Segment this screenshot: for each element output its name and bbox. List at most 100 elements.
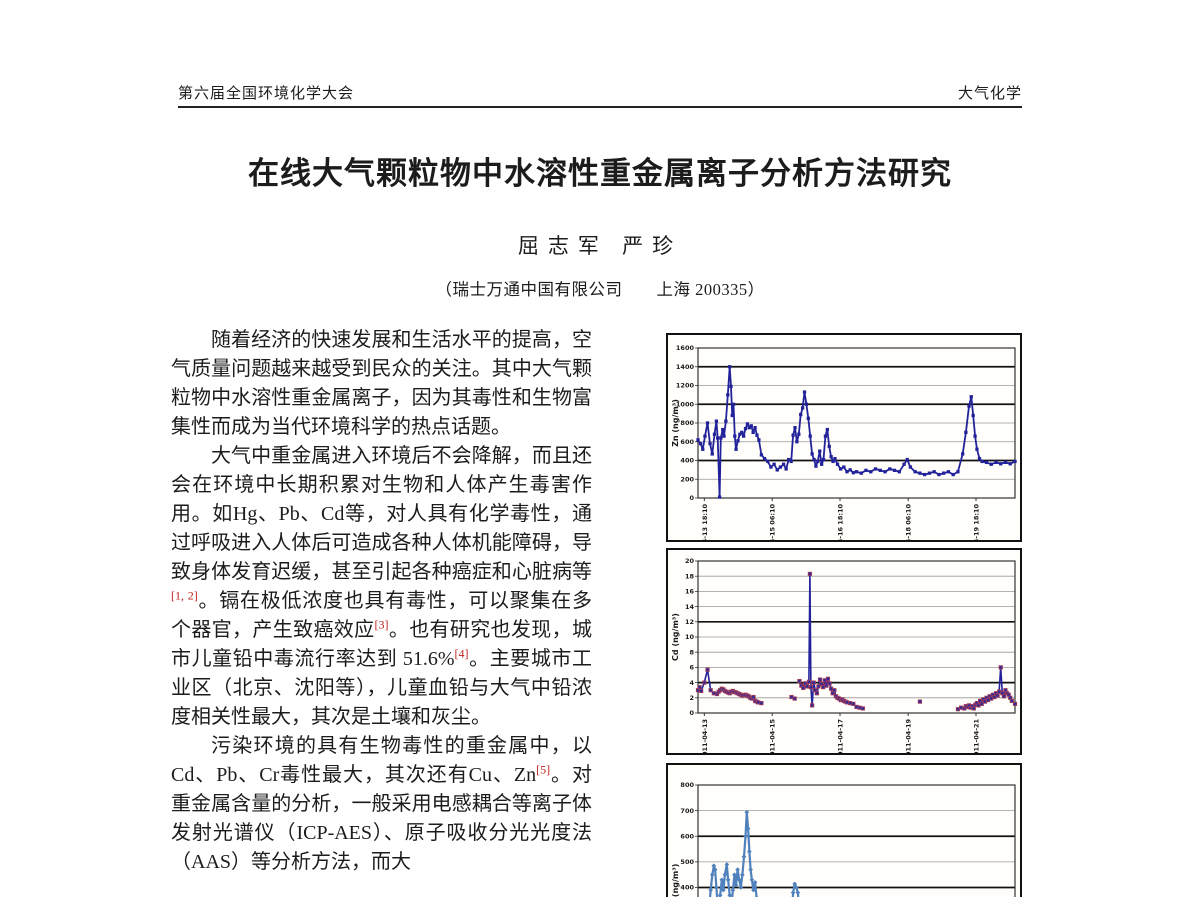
data-marker (801, 685, 806, 691)
data-marker (818, 449, 822, 453)
data-marker (705, 421, 710, 425)
data-marker (913, 470, 917, 474)
data-marker (845, 470, 849, 474)
y-tick-label: 1000 (676, 400, 695, 408)
data-marker (762, 456, 767, 461)
zn-timeseries-chart: 0 200 400 600 800 1000 1200 1400 1600 04-13 18:10… (666, 333, 1022, 542)
data-marker (797, 678, 802, 684)
data-marker (792, 696, 797, 701)
data-marker (790, 890, 796, 895)
data-marker (747, 849, 752, 854)
data-marker (918, 471, 922, 475)
data-marker (851, 701, 856, 706)
data-marker (736, 439, 740, 443)
data-marker (793, 426, 797, 430)
data-marker (721, 427, 725, 432)
conference-name: 第六届全国环境化学大会 (178, 86, 355, 102)
data-marker (811, 680, 816, 685)
data-marker (795, 440, 799, 444)
data-marker (825, 427, 829, 432)
data-marker (1013, 459, 1017, 464)
data-marker (730, 887, 736, 893)
y-tick-label: 400 (680, 457, 694, 465)
data-marker (869, 470, 873, 474)
data-marker (964, 430, 968, 435)
data-marker (873, 467, 878, 471)
data-marker (989, 462, 993, 466)
data-marker (800, 406, 805, 410)
data-marker (999, 462, 1003, 466)
data-marker (808, 434, 812, 438)
plot-border (697, 560, 1016, 714)
data-marker (851, 471, 855, 475)
data-marker (819, 462, 824, 466)
y-tick-label: 800 (680, 781, 694, 789)
data-marker (831, 459, 835, 464)
y-axis-title: Zn (ng/m³) (671, 399, 680, 447)
data-marker (772, 462, 776, 466)
data-marker (733, 434, 737, 438)
data-marker (743, 833, 748, 839)
data-marker (994, 460, 998, 465)
data-marker (696, 438, 700, 442)
data-marker (927, 471, 932, 475)
paragraph-text: 污染环境的具有生物毒性的重金属中，以Cd、Pb、Cr毒性最大，其次还有Cu、Zn (171, 735, 592, 786)
data-marker (708, 887, 714, 893)
data-marker (751, 694, 756, 700)
citation-ref: [4] (454, 646, 469, 661)
y-tick-label: 2 (689, 694, 694, 702)
data-marker (979, 701, 984, 706)
data-marker (998, 665, 1003, 670)
section-name: 大气化学 (957, 86, 1022, 102)
data-marker (975, 447, 979, 451)
data-marker (806, 416, 810, 420)
x-tick-label: 2011-04-13 (701, 719, 709, 753)
data-marker (735, 867, 740, 872)
data-marker (724, 862, 730, 867)
data-marker (717, 495, 722, 499)
y-tick-label: 600 (680, 832, 694, 840)
data-marker (956, 470, 960, 474)
data-marker (827, 681, 832, 686)
paragraph-text: 。主要城市工业区（北京、沈阳等），儿童血铅与大气中铅浓度相关性最大，其次是土壤和… (171, 648, 592, 728)
data-marker (797, 432, 801, 436)
data-marker (734, 447, 738, 451)
data-marker (848, 468, 852, 472)
data-marker (839, 467, 843, 471)
y-tick-label: 0 (689, 709, 694, 717)
data-marker (731, 402, 736, 406)
y-tick-label: 18 (685, 572, 695, 580)
x-tick-label: 2011-04-15 (769, 719, 777, 753)
data-marker (825, 676, 831, 681)
x-tick-label: 04-19 18:10 (973, 504, 981, 540)
y-tick-label: 12 (685, 618, 694, 626)
pb-timeseries-svg: 0100200300400500600700800Pb (ng/m³) (671, 781, 1016, 897)
paragraph-text: 。镉在极低浓度也具有毒性，可以聚集在多个器官，产生致癌效应 (171, 590, 592, 641)
data-marker (892, 468, 897, 472)
data-marker (757, 438, 761, 442)
y-tick-label: 14 (685, 603, 695, 611)
y-tick-label: 20 (685, 557, 695, 565)
data-marker (708, 441, 712, 446)
data-marker (729, 384, 733, 389)
data-marker (946, 470, 951, 474)
data-marker (769, 465, 773, 469)
data-marker (810, 452, 814, 456)
pb-timeseries-chart: 0100200300400500600700800Pb (ng/m³) (666, 763, 1022, 897)
data-marker (973, 434, 977, 438)
data-marker (971, 413, 975, 418)
data-marker (784, 467, 788, 471)
body-column: 随着经济的快速发展和生活水平的提高，空气质量问题越来越受到民众的关注。其中大气颗… (171, 326, 592, 877)
data-marker (1003, 460, 1008, 465)
data-marker (748, 867, 753, 872)
data-marker (1001, 694, 1007, 699)
data-marker (740, 872, 745, 878)
data-marker (781, 462, 786, 466)
data-marker (775, 468, 779, 472)
data-marker (832, 688, 837, 693)
data-marker (699, 688, 704, 694)
data-marker (932, 470, 936, 474)
data-marker (937, 472, 941, 477)
data-marker (716, 436, 720, 440)
data-marker (698, 441, 703, 446)
